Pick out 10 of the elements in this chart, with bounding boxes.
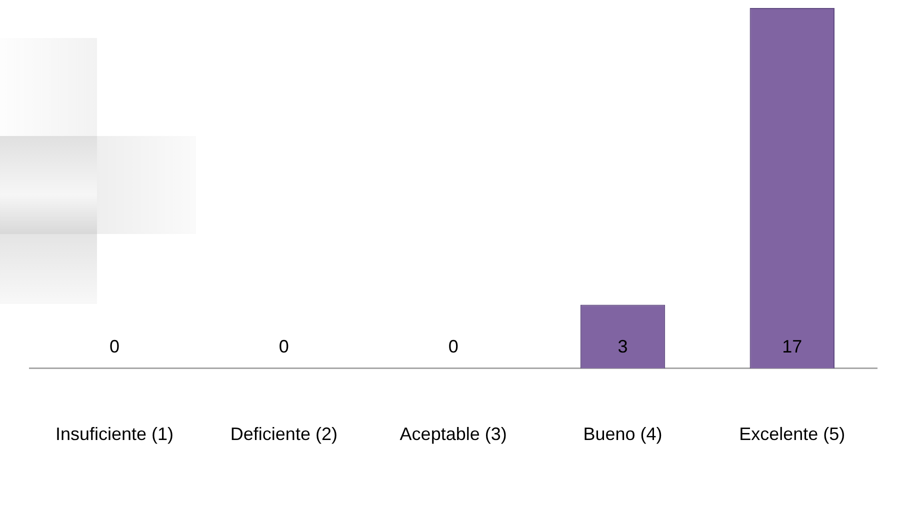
- x-tick-label: Insuficiente (1): [55, 424, 174, 444]
- data-label: 17: [782, 336, 802, 356]
- data-label: 3: [618, 336, 628, 356]
- x-tick-label: Bueno (4): [583, 424, 662, 444]
- x-tick-label: Deficiente (2): [230, 424, 338, 444]
- data-label: 0: [278, 336, 289, 356]
- data-label: 0: [110, 336, 120, 356]
- x-tick-label: Aceptable (3): [400, 424, 507, 444]
- x-tick-label: Excelente (5): [739, 424, 846, 444]
- data-label: 0: [448, 336, 458, 356]
